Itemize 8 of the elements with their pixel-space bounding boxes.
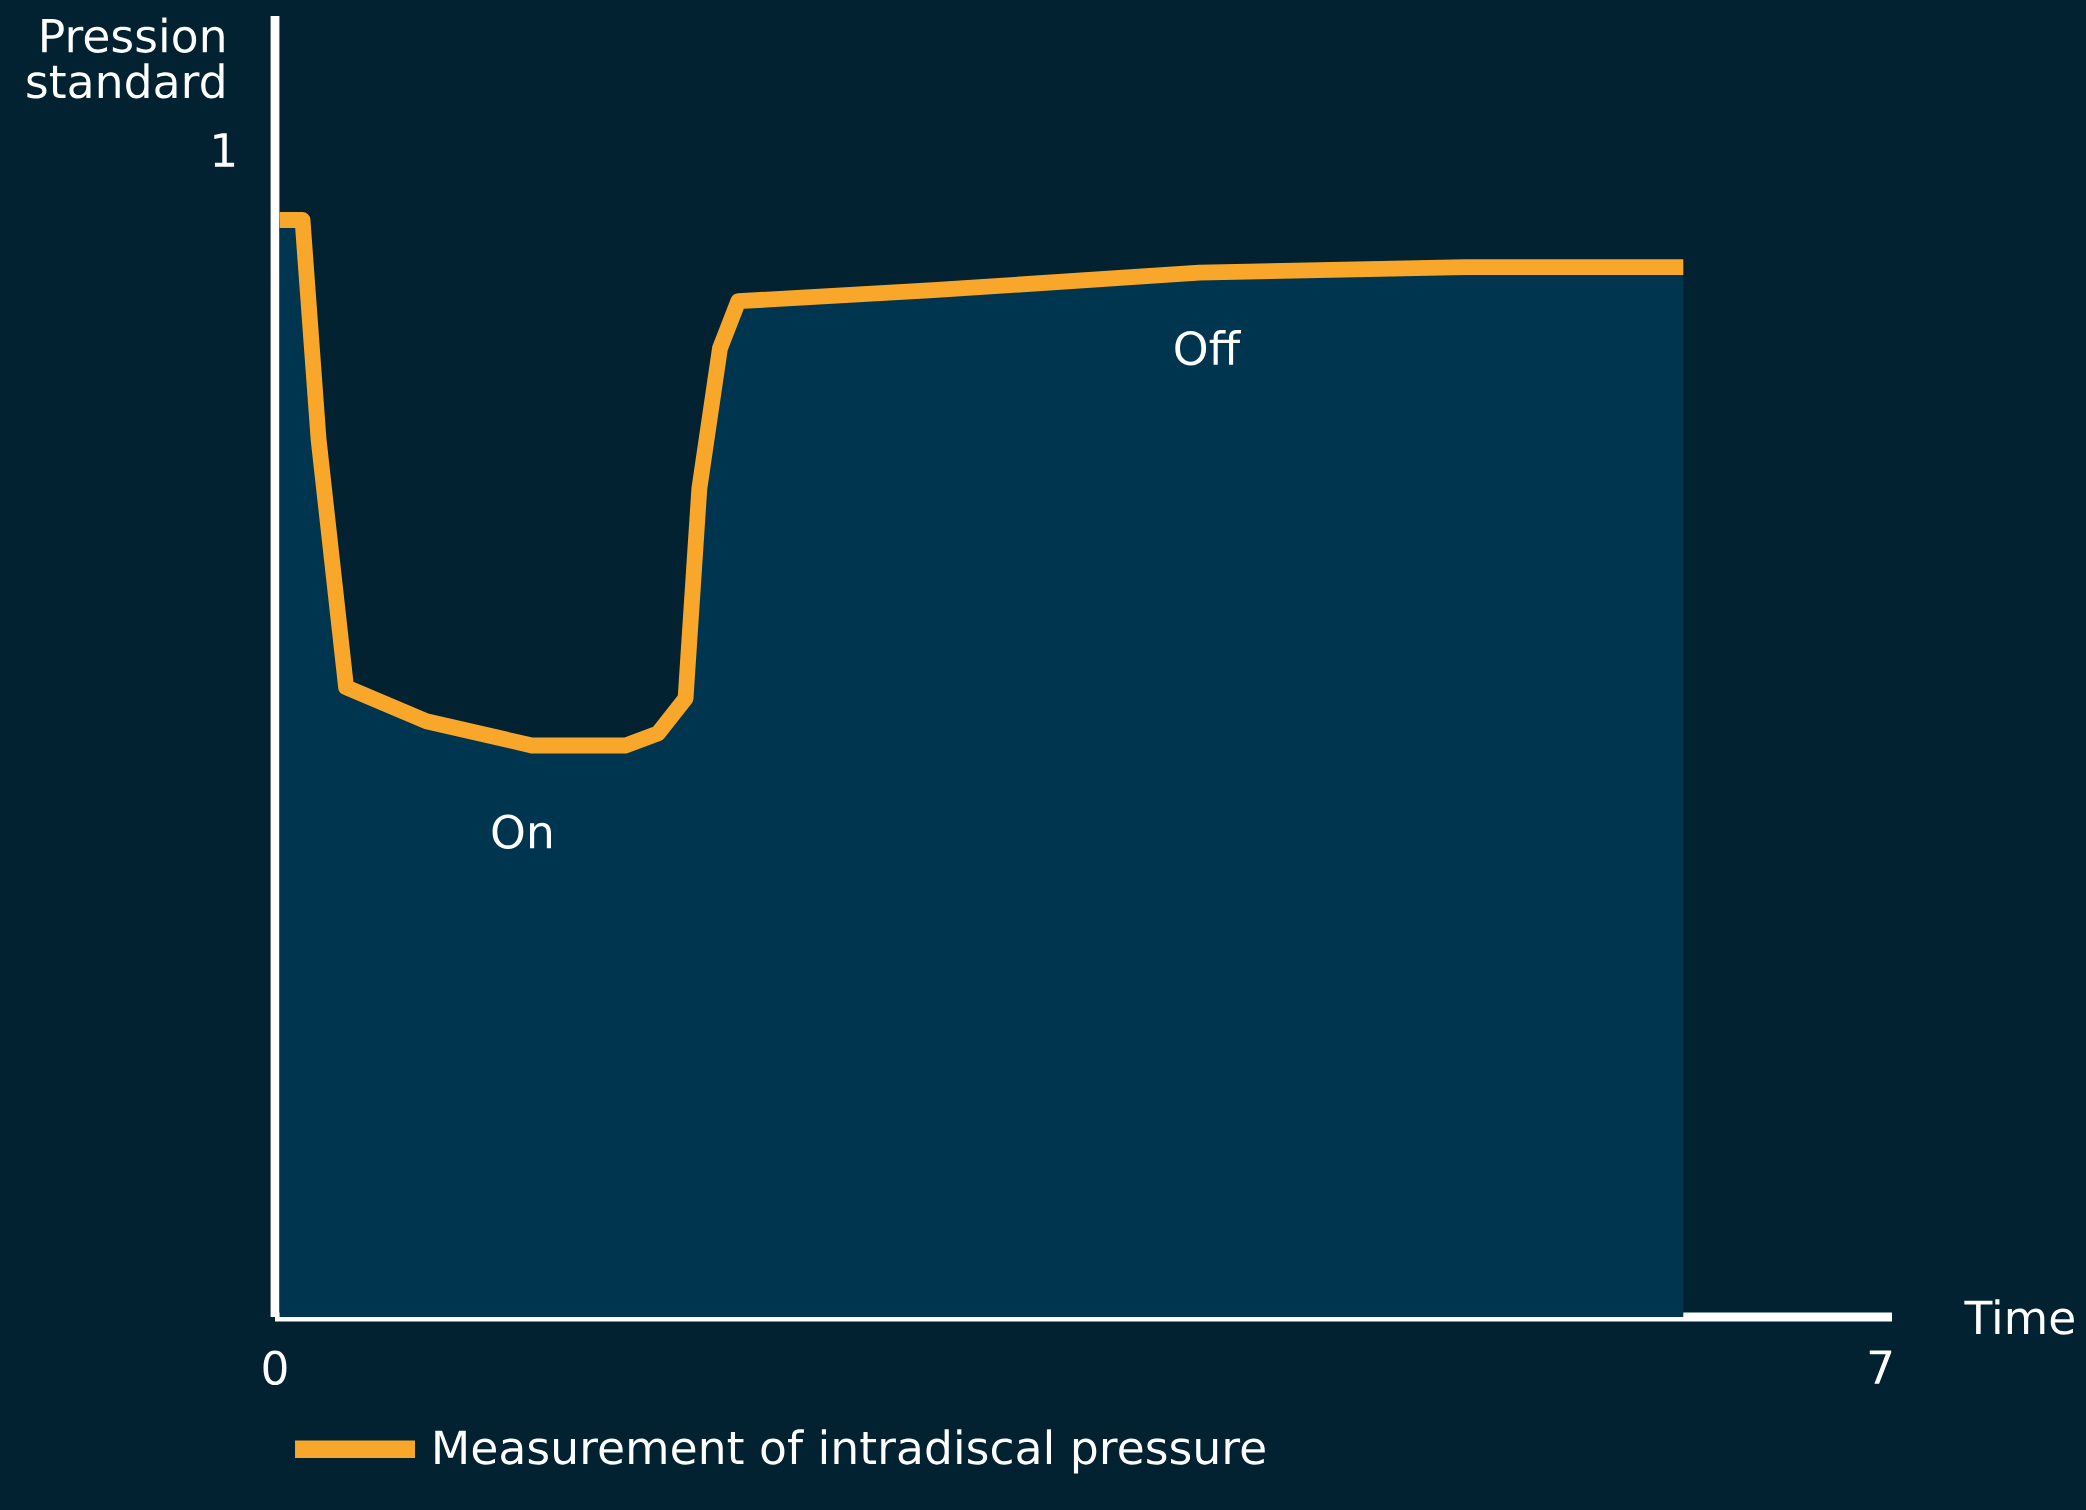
annotation: On bbox=[492, 814, 551, 850]
annotation: Off bbox=[1175, 330, 1241, 366]
x-tick-label: 7 bbox=[1869, 1350, 1892, 1384]
legend-label: Measurement of intradiscal pressure bbox=[435, 1429, 1265, 1474]
x-axis-title: Time bbox=[1964, 1299, 2074, 1335]
x-tick-label: 0 bbox=[263, 1350, 287, 1386]
y-axis-title: Pression standard bbox=[27, 17, 224, 99]
text: 1 bbox=[214, 133, 235, 167]
